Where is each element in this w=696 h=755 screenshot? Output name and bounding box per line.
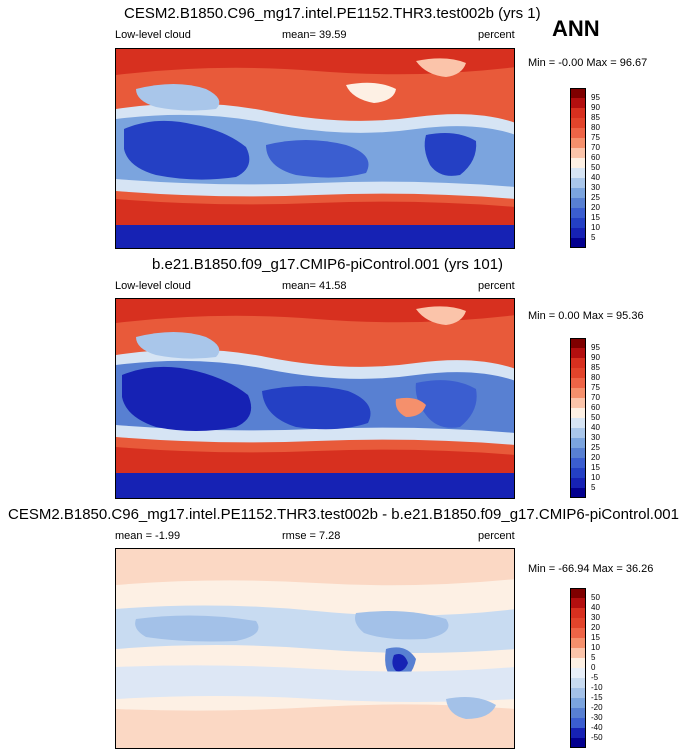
panel-3-colorbar-swatches — [570, 588, 586, 748]
season-label: ANN — [552, 16, 600, 41]
panel-2-field — [116, 299, 514, 498]
panel-2-colorbar-tick: 15 — [591, 463, 600, 472]
panel-1-units-label: percent — [478, 29, 515, 41]
panel-3-colorbar-tick: -5 — [591, 673, 599, 682]
panel-2-map — [115, 298, 515, 499]
panel-1-colorbar-tick: 15 — [591, 213, 600, 222]
panel-1-colorbar-tick: 60 — [591, 153, 600, 162]
panel-3-rmse-label: rmse = 7.28 — [282, 530, 341, 542]
panel-3-colorbar-tick: 15 — [591, 633, 600, 642]
panel-3-colorbar-tick: 30 — [591, 613, 600, 622]
panel-2-variable-label: Low-level cloud — [115, 280, 191, 292]
panel-2-colorbar-tick: 25 — [591, 443, 600, 452]
panel-2-colorbar-tick: 90 — [591, 353, 600, 362]
panel-1-colorbar-tick: 30 — [591, 183, 600, 192]
panel-3-colorbar-tick: -50 — [591, 733, 603, 742]
panel-1-colorbar-tick: 5 — [591, 233, 596, 242]
panel-3-colorbar-tick: -10 — [591, 683, 603, 692]
panel-2-colorbar-tick: 30 — [591, 433, 600, 442]
panel-3-mean-label: mean = -1.99 — [115, 530, 181, 542]
panel-3-units-label: percent — [478, 530, 515, 542]
panel-2-colorbar-swatches — [570, 338, 586, 498]
panel-1-colorbar: 95 90 85 80 75 70 60 50 40 30 25 20 15 1… — [570, 88, 600, 253]
panel-3-colorbar-tick: -40 — [591, 723, 603, 732]
panel-2-colorbar-tick: 80 — [591, 373, 600, 382]
panel-3-colorbar-tick: 5 — [591, 653, 596, 662]
panel-3-colorbar-tick: -20 — [591, 703, 603, 712]
panel-3-colorbar-tick: 20 — [591, 623, 600, 632]
panel-1-colorbar-tick: 25 — [591, 193, 600, 202]
panel-1-minmax-label: Min = -0.00 Max = 96.67 — [528, 57, 648, 69]
panel-3-map — [115, 548, 515, 749]
panel-3-colorbar-tick: -15 — [591, 693, 603, 702]
panel-1-colorbar-tick: 80 — [591, 123, 600, 132]
panel-2-colorbar-tick: 60 — [591, 403, 600, 412]
panel-1-colorbar-tick: 40 — [591, 173, 600, 182]
panel-1-variable-label: Low-level cloud — [115, 29, 191, 41]
panel-2-colorbar-tick: 85 — [591, 363, 600, 372]
panel-2-colorbar-tick: 50 — [591, 413, 600, 422]
panel-3-title: CESM2.B1850.C96_mg17.intel.PE1152.THR3.t… — [8, 506, 679, 523]
panel-3-colorbar-tick: 0 — [591, 663, 596, 672]
panel-1-colorbar-tick: 85 — [591, 113, 600, 122]
panel-3-minmax-label: Min = -66.94 Max = 36.26 — [528, 563, 654, 575]
panel-1-colorbar-tick: 90 — [591, 103, 600, 112]
panel-1-colorbar-swatches — [570, 88, 586, 248]
panel-1-colorbar-tick: 95 — [591, 93, 600, 102]
panel-2-mean-label: mean= 41.58 — [282, 280, 347, 292]
panel-2-title: b.e21.B1850.f09_g17.CMIP6-piControl.001 … — [152, 256, 504, 273]
panel-1-colorbar-tick: 70 — [591, 143, 600, 152]
panel-1-mean-label: mean= 39.59 — [282, 29, 347, 41]
panel-1-colorbar-tick: 20 — [591, 203, 600, 212]
panel-2-colorbar: 95 90 85 80 75 70 60 50 40 30 25 20 15 1… — [570, 338, 600, 503]
panel-3-field — [116, 549, 514, 748]
panel-2-colorbar-tick: 20 — [591, 453, 600, 462]
panel-2-minmax-label: Min = 0.00 Max = 95.36 — [528, 310, 644, 322]
panel-1-map — [115, 48, 515, 249]
panel-2-units-label: percent — [478, 280, 515, 292]
panel-3-colorbar-tick: 50 — [591, 593, 600, 602]
panel-3-colorbar-tick: -30 — [591, 713, 603, 722]
panel-3-colorbar: 50 40 30 20 15 10 5 0 -5 -10 -15 -20 -30… — [570, 588, 603, 753]
panel-2-colorbar-tick: 10 — [591, 473, 600, 482]
panel-1-field — [116, 49, 514, 248]
panel-2-colorbar-tick: 95 — [591, 343, 600, 352]
panel-1-colorbar-tick: 75 — [591, 133, 600, 142]
panel-2-colorbar-tick: 75 — [591, 383, 600, 392]
panel-1-title: CESM2.B1850.C96_mg17.intel.PE1152.THR3.t… — [124, 5, 541, 22]
panel-2-colorbar-tick: 40 — [591, 423, 600, 432]
panel-2-colorbar-tick: 70 — [591, 393, 600, 402]
panel-2-colorbar-tick: 5 — [591, 483, 596, 492]
panel-3-colorbar-tick: 10 — [591, 643, 600, 652]
panel-3-colorbar-tick: 40 — [591, 603, 600, 612]
panel-1-colorbar-tick: 10 — [591, 223, 600, 232]
panel-1-colorbar-tick: 50 — [591, 163, 600, 172]
